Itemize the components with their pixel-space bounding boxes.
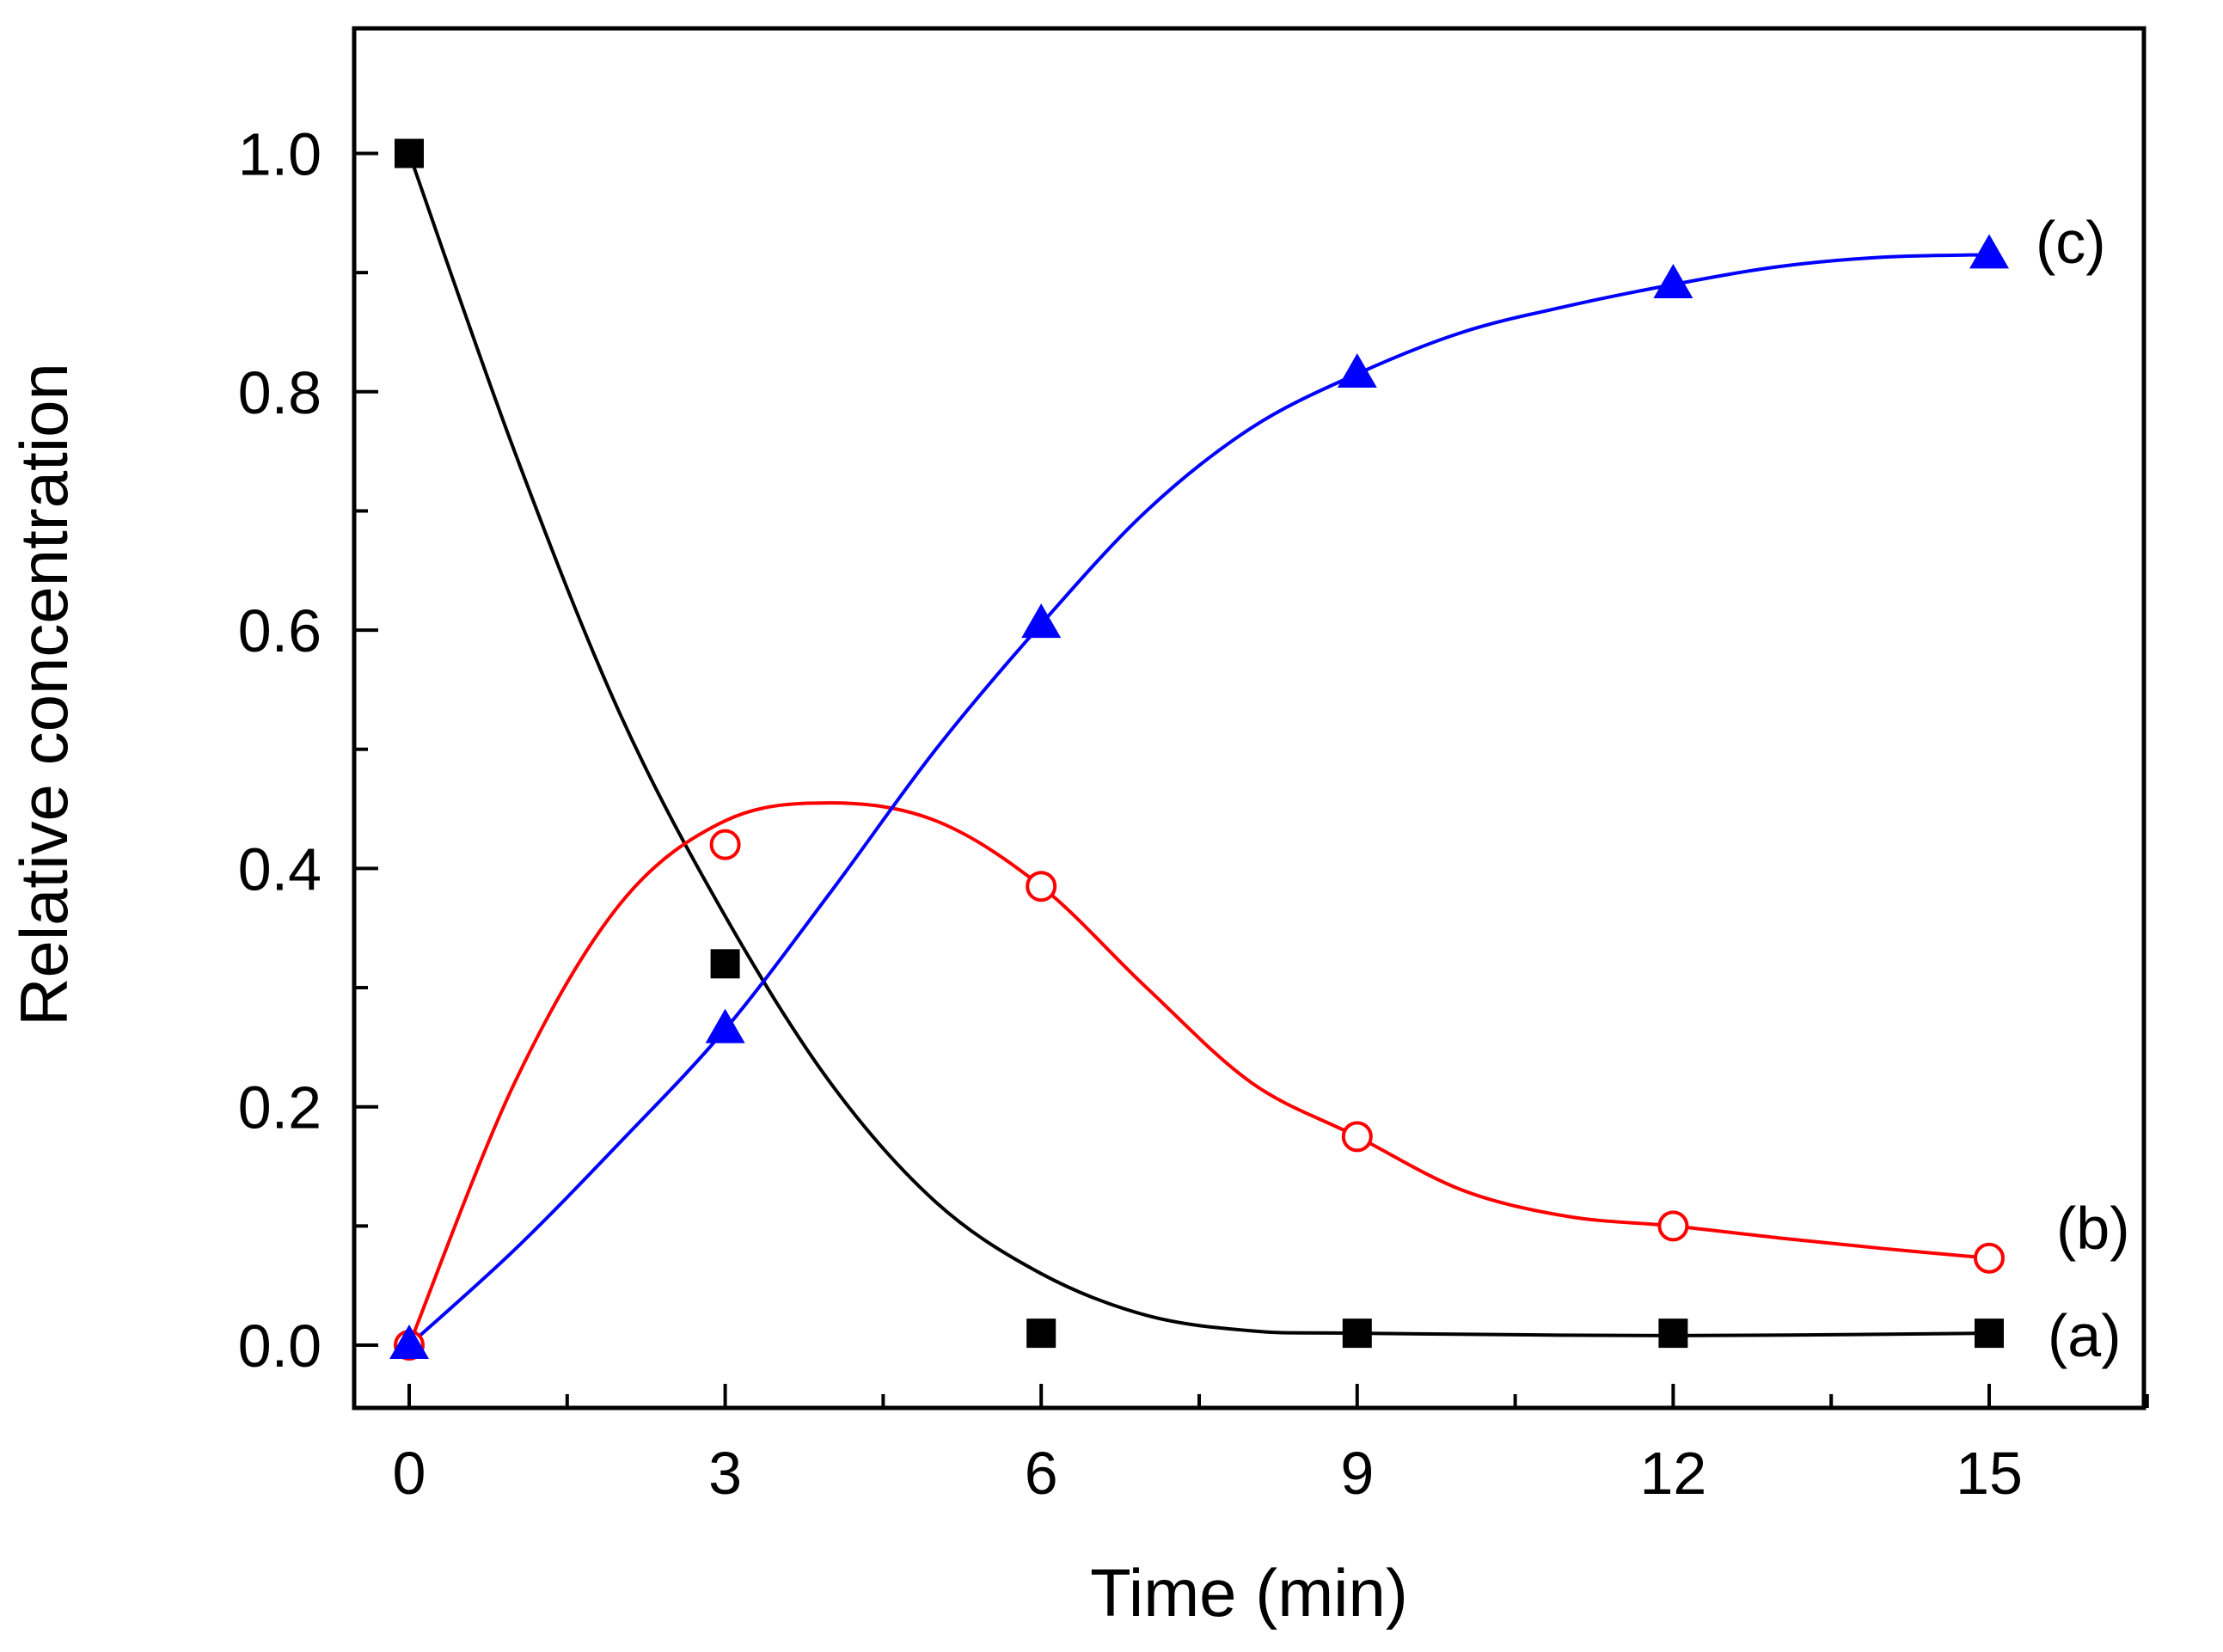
series-2-point (1337, 353, 1377, 389)
series-2-point (389, 1325, 429, 1359)
series-label-2: (c) (2036, 209, 2106, 276)
x-tick-label: 6 (1025, 1440, 1058, 1507)
axis-tick-labels: 0 3 6 9 12 15 0.0 0.2 0.4 0.6 0.8 1.0 (238, 121, 2023, 1508)
series-2-point (1969, 234, 2009, 269)
plot-markers (389, 138, 2009, 1361)
series-label-1: (b) (2056, 1195, 2130, 1262)
series-0-point (1975, 1319, 2004, 1349)
y-tick-label: 0.8 (238, 359, 322, 426)
series-0-point (1342, 1319, 1372, 1349)
series-2-point (705, 1008, 745, 1043)
y-tick-label: 1.0 (238, 121, 322, 188)
x-tick-label: 0 (393, 1440, 426, 1507)
y-axis-title: Relative concentration (6, 363, 82, 1026)
series-0-curve (407, 152, 1990, 1337)
y-tick-label: 0.4 (238, 835, 322, 902)
series-labels: (a) (b) (c) (2036, 209, 2130, 1369)
y-tick-label: 0.0 (238, 1312, 322, 1380)
y-tick-label: 0.2 (238, 1074, 322, 1141)
x-tick-label: 12 (1639, 1440, 1706, 1507)
x-tick-label: 15 (1956, 1440, 2023, 1507)
series-2-point (1653, 264, 1693, 299)
x-axis-title: Time (min) (1090, 1555, 1408, 1631)
series-2-curve (407, 253, 1990, 1347)
plot-lines (407, 152, 1990, 1347)
series-1-point (1341, 1121, 1373, 1153)
series-1-point (709, 829, 741, 860)
series-0-point (1026, 1319, 1056, 1349)
series-label-0: (a) (2048, 1302, 2122, 1369)
plot-frame (352, 26, 2146, 1410)
x-tick-label: 9 (1340, 1440, 1374, 1507)
y-tick-label: 0.6 (238, 597, 322, 664)
series-0-point (1658, 1319, 1688, 1349)
series-2-point (1021, 603, 1062, 639)
series-0-point (395, 138, 424, 168)
series-1-curve (407, 801, 1990, 1346)
x-tick-label: 3 (708, 1440, 742, 1507)
axis-ticks (354, 151, 2149, 1408)
series-1-point (1974, 1242, 2005, 1274)
series-0-point (710, 949, 740, 979)
series-1-point (1026, 871, 1057, 902)
series-1-point (1657, 1210, 1689, 1242)
